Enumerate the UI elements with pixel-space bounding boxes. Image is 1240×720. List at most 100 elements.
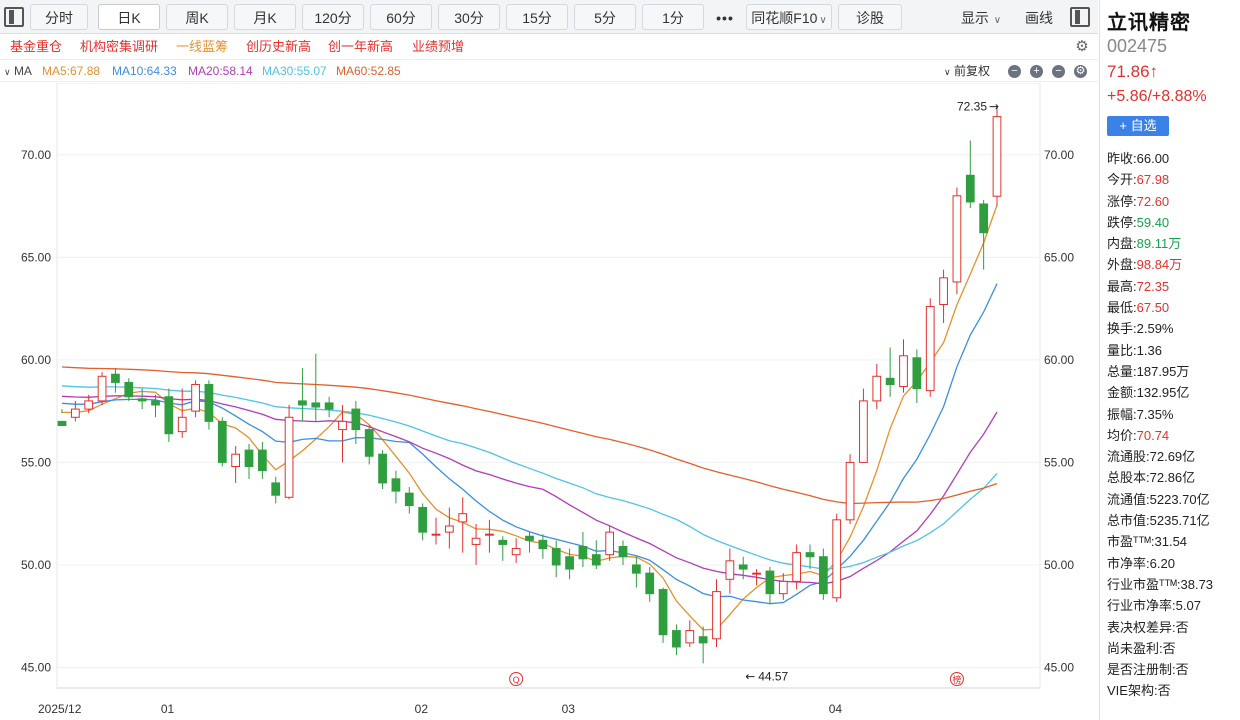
add-watchlist-button[interactable]: + 自选 — [1107, 116, 1169, 136]
period-tabbar: 分时 日K 周K 月K 120分 60分 30分 15分 5分 1分 ••• 同花顺F10 ∨ 诊股… — [0, 0, 1098, 34]
tab-f10-label: 同花顺F10 — [751, 10, 818, 26]
stat-value: 否 — [1162, 640, 1176, 656]
y-tick-label: 70.00 — [21, 148, 51, 162]
stat-value: 72.60 — [1136, 193, 1170, 209]
y-tick-label-right: 55.00 — [1044, 455, 1074, 469]
stat-label: 总市值: — [1107, 513, 1150, 529]
ma-legend-row: ∨ MA MA5:67.88 MA10:64.33 MA20:58.14 MA30:5… — [0, 60, 1098, 82]
stat-label: 行业市盈ᵀᵀᴹ: — [1107, 576, 1181, 592]
candle-body — [458, 513, 468, 523]
candle-body — [965, 174, 975, 203]
stat-value: 72.69亿 — [1149, 449, 1196, 465]
stat-label: 内盘: — [1107, 236, 1137, 252]
tab-period[interactable]: 周K — [166, 4, 228, 30]
stat-label: 振幅: — [1107, 406, 1137, 422]
draw-line-button[interactable]: 画线 — [1016, 4, 1062, 30]
tab-period[interactable]: 5分 — [574, 4, 636, 30]
stat-label: VIE架构: — [1107, 683, 1158, 699]
tab-period[interactable]: 分时 — [30, 4, 88, 30]
stat-value: 5235.71亿 — [1149, 513, 1210, 529]
stat-value: 否 — [1157, 683, 1171, 699]
stat-label: 市盈ᵀᵀᴹ: — [1107, 534, 1155, 550]
signal-tag[interactable]: 创一年新高 — [328, 39, 394, 54]
adjust-mode-select[interactable]: ∨ 前复权 — [944, 60, 990, 83]
tab-period[interactable]: 30分 — [438, 4, 500, 30]
settings-circle-icon[interactable]: ⚙ — [1074, 65, 1087, 78]
stat-label: 尚未盈利: — [1107, 640, 1163, 656]
tab-period[interactable]: 日K — [98, 4, 160, 30]
ma-line — [61, 366, 998, 505]
stat-label: 涨停: — [1107, 193, 1137, 209]
stat-label: 今开: — [1107, 172, 1137, 188]
candle-body — [672, 630, 681, 648]
signal-tag[interactable]: 一线蓝筹 — [176, 39, 229, 54]
minus-circle-icon[interactable]: − — [1052, 65, 1065, 78]
gear-icon[interactable]: ⚙ — [1075, 38, 1089, 55]
tab-period[interactable]: 月K — [234, 4, 296, 30]
tab-period[interactable]: 1分 — [642, 4, 704, 30]
panel-layout-icon[interactable] — [1070, 7, 1090, 27]
signal-tag[interactable]: 业绩预增 — [412, 39, 465, 54]
stat-row: 涨停:72.60 — [1107, 191, 1239, 212]
kline-chart[interactable]: 70.00 70.00 65.00 65.00 60.00 60.00 55.00 55.00… — [0, 83, 1098, 720]
signal-tag[interactable]: 创历史新高 — [246, 39, 312, 54]
stat-label: 金额: — [1107, 385, 1137, 401]
candle-body — [84, 400, 94, 410]
stat-label: 跌停: — [1107, 214, 1137, 230]
ma-toggle[interactable]: ∨ MA — [4, 60, 32, 83]
candle-body — [177, 416, 187, 433]
more-periods-button[interactable]: ••• — [716, 10, 734, 26]
stat-row: 内盘:89.11万 — [1107, 233, 1239, 254]
x-tick-label: 2025/12 — [38, 702, 82, 716]
stat-label: 总股本: — [1107, 470, 1150, 486]
candle-body — [778, 580, 788, 595]
candle-body — [311, 402, 321, 408]
draw-label: 画线 — [1025, 10, 1053, 26]
candle-body — [885, 377, 895, 385]
signal-tag[interactable]: 机构密集调研 — [80, 39, 159, 54]
stat-value: 5223.70亿 — [1149, 491, 1210, 507]
stat-row: 量比:1.36 — [1107, 340, 1239, 361]
tab-period[interactable]: 15分 — [506, 4, 568, 30]
display-menu-button[interactable]: 显示 ∨ — [952, 4, 1010, 30]
stat-label: 市净率: — [1107, 555, 1150, 571]
candle-body — [137, 398, 147, 402]
candle-body — [111, 373, 120, 383]
tab-diagnose[interactable]: 诊股 — [838, 4, 902, 30]
stat-label: 外盘: — [1107, 257, 1137, 273]
plus-circle-icon[interactable]: + — [1030, 65, 1043, 78]
candle-body — [471, 537, 481, 545]
ma-legend-item: MA10:64.33 — [112, 64, 177, 78]
x-tick-label: 03 — [562, 702, 576, 716]
y-tick-label-right: 70.00 — [1044, 148, 1074, 162]
candle-body — [124, 381, 134, 398]
tab-period[interactable]: 120分 — [302, 4, 364, 30]
signal-tag[interactable]: 基金重仓 — [10, 39, 63, 54]
candle-body — [738, 564, 748, 570]
candle-body — [832, 519, 842, 599]
y-tick-label-right: 60.00 — [1044, 353, 1074, 367]
stat-value: 98.84万 — [1136, 257, 1183, 273]
stat-value: 2.59% — [1136, 321, 1174, 337]
stat-label: 是否注册制: — [1107, 662, 1176, 678]
stat-row: 市净率:6.20 — [1107, 553, 1239, 574]
event-marker-label: 榜 — [952, 674, 961, 686]
tab-f10[interactable]: 同花顺F10 ∨ — [746, 4, 832, 30]
stat-label: 量比: — [1107, 342, 1137, 358]
left-panel-icon[interactable] — [4, 7, 24, 27]
stat-value: 67.98 — [1136, 172, 1170, 188]
stat-label: 换手: — [1107, 321, 1137, 337]
ma-legend-item: MA20:58.14 — [188, 64, 253, 78]
tab-period[interactable]: 60分 — [370, 4, 432, 30]
stat-row: 最高:72.35 — [1107, 276, 1239, 297]
y-tick-label-right: 65.00 — [1044, 250, 1074, 264]
x-tick-label: 04 — [829, 702, 843, 716]
stat-label: 表决权差异: — [1107, 619, 1176, 635]
stat-row: 换手:2.59% — [1107, 318, 1239, 339]
stat-row: 总市值:5235.71亿 — [1107, 510, 1239, 531]
ma-legend-item: MA30:55.07 — [262, 64, 327, 78]
arrow-left-icon: ← — [745, 669, 755, 683]
candle-body — [70, 408, 80, 418]
minus-circle-icon[interactable]: − — [1008, 65, 1021, 78]
candle-body — [818, 556, 828, 595]
